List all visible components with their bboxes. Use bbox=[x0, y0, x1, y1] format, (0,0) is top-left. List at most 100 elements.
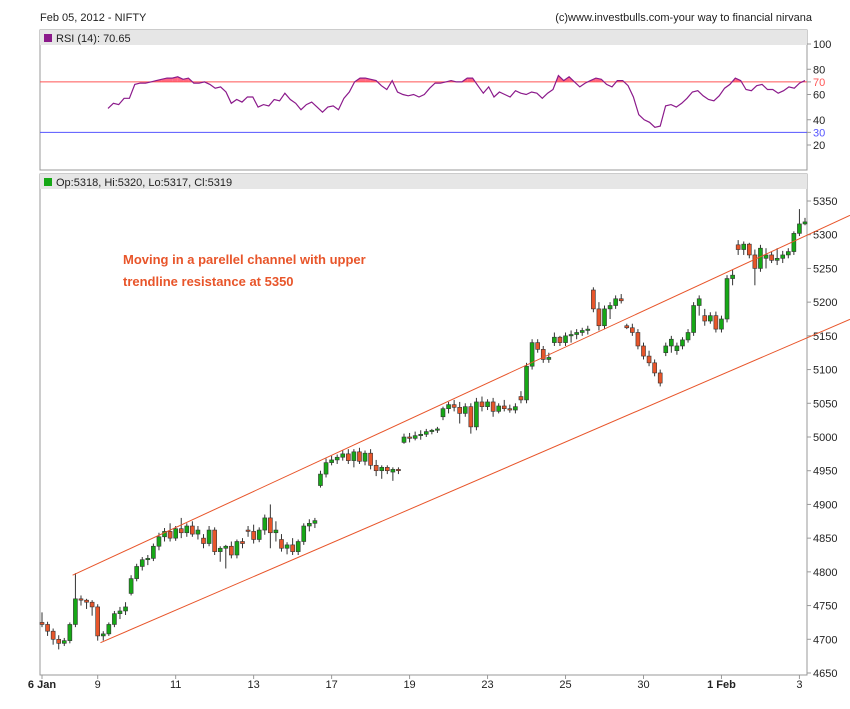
candle-body bbox=[440, 408, 446, 418]
date-tick-label: 30 bbox=[637, 679, 649, 691]
candle bbox=[652, 359, 657, 377]
candle bbox=[513, 403, 518, 414]
candle bbox=[646, 350, 652, 367]
candle-body bbox=[713, 315, 719, 330]
candle bbox=[752, 249, 758, 286]
price-tick-label: 5300 bbox=[813, 230, 837, 242]
candle-body bbox=[106, 624, 112, 635]
candle-body bbox=[485, 401, 490, 407]
candle bbox=[774, 248, 780, 266]
candle bbox=[78, 595, 84, 606]
candle-body bbox=[769, 254, 774, 261]
date-x-axis: 6 Jan 9 11 13 17 19 23 25 30 1 Feb 3 bbox=[28, 675, 802, 691]
candle bbox=[657, 369, 663, 387]
candle bbox=[474, 397, 479, 431]
candle-body bbox=[61, 640, 67, 644]
candle bbox=[435, 426, 440, 433]
candle-body bbox=[318, 473, 323, 486]
candle bbox=[206, 526, 212, 547]
candle bbox=[708, 312, 713, 324]
price-tick-label: 5350 bbox=[813, 196, 837, 208]
candle-body bbox=[758, 247, 763, 269]
candle bbox=[184, 523, 190, 537]
candle-body bbox=[657, 372, 663, 384]
candle-body bbox=[234, 541, 240, 556]
candle bbox=[139, 557, 145, 571]
candle-body bbox=[546, 357, 552, 360]
candle-body bbox=[591, 289, 596, 310]
candle bbox=[462, 403, 468, 417]
price-tick-label: 5050 bbox=[813, 398, 837, 410]
candle bbox=[490, 397, 496, 417]
rsi-tick-label: 80 bbox=[813, 64, 825, 76]
price-legend-swatch bbox=[44, 178, 52, 186]
price-tick-label: 5000 bbox=[813, 432, 837, 444]
candle bbox=[524, 362, 529, 404]
candle-body bbox=[641, 345, 646, 357]
candle bbox=[591, 287, 596, 313]
candle-body bbox=[357, 451, 362, 462]
candle-body bbox=[39, 622, 45, 625]
candle-body bbox=[708, 315, 713, 322]
candle-body bbox=[524, 365, 529, 401]
candle-body bbox=[67, 624, 73, 641]
candle bbox=[117, 606, 123, 620]
candle-body bbox=[56, 638, 62, 644]
candle bbox=[563, 332, 568, 346]
price-title: Op:5318, Hi:5320, Lo:5317, Cl:5319 bbox=[56, 177, 232, 189]
candle-body bbox=[229, 545, 234, 556]
candle bbox=[574, 329, 579, 340]
candle bbox=[758, 244, 763, 272]
candle-body bbox=[446, 404, 451, 409]
candle-body bbox=[256, 529, 262, 540]
candle bbox=[312, 517, 318, 529]
candle-body bbox=[602, 308, 607, 327]
candle bbox=[134, 563, 139, 582]
candle bbox=[251, 524, 256, 544]
candle-body bbox=[50, 630, 56, 640]
candle-body bbox=[585, 328, 591, 331]
candle-body bbox=[613, 298, 618, 306]
candle bbox=[346, 449, 351, 464]
candle bbox=[223, 544, 229, 569]
candle bbox=[390, 467, 396, 481]
candle-body bbox=[145, 558, 151, 561]
candle-body bbox=[84, 599, 89, 603]
candle bbox=[724, 275, 730, 323]
candle bbox=[379, 465, 385, 479]
price-tick-label: 5100 bbox=[813, 365, 837, 377]
candle bbox=[61, 637, 67, 647]
price-tick-label: 4650 bbox=[813, 668, 837, 680]
candle-body bbox=[513, 406, 518, 411]
candle bbox=[423, 428, 429, 437]
candle bbox=[173, 526, 178, 541]
candle-body bbox=[45, 624, 50, 632]
candle bbox=[412, 431, 418, 441]
candle-body bbox=[262, 517, 268, 531]
candle-body bbox=[217, 547, 223, 552]
candle-body bbox=[379, 467, 385, 472]
candle bbox=[201, 534, 206, 549]
candle bbox=[479, 396, 485, 412]
candle-body bbox=[780, 254, 786, 259]
date-tick-label: 19 bbox=[403, 679, 415, 691]
candle-body bbox=[423, 431, 429, 435]
candle bbox=[429, 428, 435, 435]
candle-body bbox=[435, 428, 440, 431]
candle-body bbox=[373, 465, 379, 472]
candle-body bbox=[540, 349, 546, 360]
candle-body bbox=[139, 559, 145, 567]
rsi-fill-segment bbox=[167, 78, 173, 82]
candle-body bbox=[412, 435, 418, 439]
candle-body bbox=[507, 408, 513, 411]
candle bbox=[780, 250, 786, 264]
price-tick-label: 4750 bbox=[813, 601, 837, 613]
candle-body bbox=[563, 335, 568, 343]
candle bbox=[785, 248, 791, 259]
candle bbox=[535, 339, 540, 353]
candle bbox=[373, 459, 379, 477]
price-tick-label: 4800 bbox=[813, 567, 837, 579]
candle bbox=[351, 449, 357, 468]
candle bbox=[95, 604, 100, 641]
